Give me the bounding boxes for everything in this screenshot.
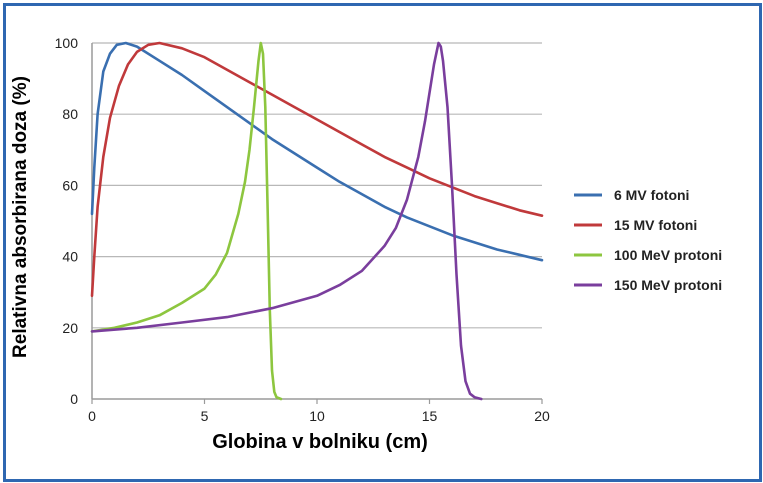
x-tick-label: 10 — [309, 408, 325, 424]
x-tick-label: 0 — [88, 408, 96, 424]
legend-label: 6 MV fotoni — [614, 187, 689, 203]
y-tick-label: 60 — [62, 177, 78, 193]
x-tick-label: 5 — [201, 408, 209, 424]
y-tick-label: 0 — [70, 391, 78, 407]
series-line-3 — [90, 41, 283, 401]
x-tick-label: 15 — [422, 408, 438, 424]
y-tick-labels: 0 20 40 60 80 100 — [55, 35, 79, 407]
legend-label: 100 MeV protoni — [614, 247, 722, 263]
axes — [91, 43, 543, 404]
x-axis-label: Globina v bolniku (cm) — [212, 431, 428, 453]
dose-depth-chart: 0 5 10 15 20 0 20 40 60 80 100 6 MV fotoni 15 MV f… — [10, 35, 722, 453]
series-line-2 — [90, 41, 544, 298]
legend-label: 150 MeV protoni — [614, 277, 722, 293]
series-line-1 — [90, 41, 544, 262]
y-tick-label: 100 — [55, 35, 79, 51]
y-tick-label: 40 — [62, 249, 78, 265]
legend: 6 MV fotoni 15 MV fotoni 100 MeV protoni 15… — [574, 187, 722, 293]
y-tick-label: 20 — [62, 320, 78, 336]
series-line-4 — [90, 41, 483, 401]
series-lines — [90, 41, 544, 401]
x-tick-label: 20 — [534, 408, 550, 424]
y-axis-label: Relativna absorbirana doza (%) — [10, 76, 31, 358]
chart-frame: 0 5 10 15 20 0 20 40 60 80 100 6 MV fotoni 15 MV f… — [3, 3, 762, 482]
legend-label: 15 MV fotoni — [614, 217, 697, 233]
y-tick-label: 80 — [62, 106, 78, 122]
grid-lines — [92, 42, 542, 329]
x-tick-labels: 0 5 10 15 20 — [88, 408, 550, 424]
